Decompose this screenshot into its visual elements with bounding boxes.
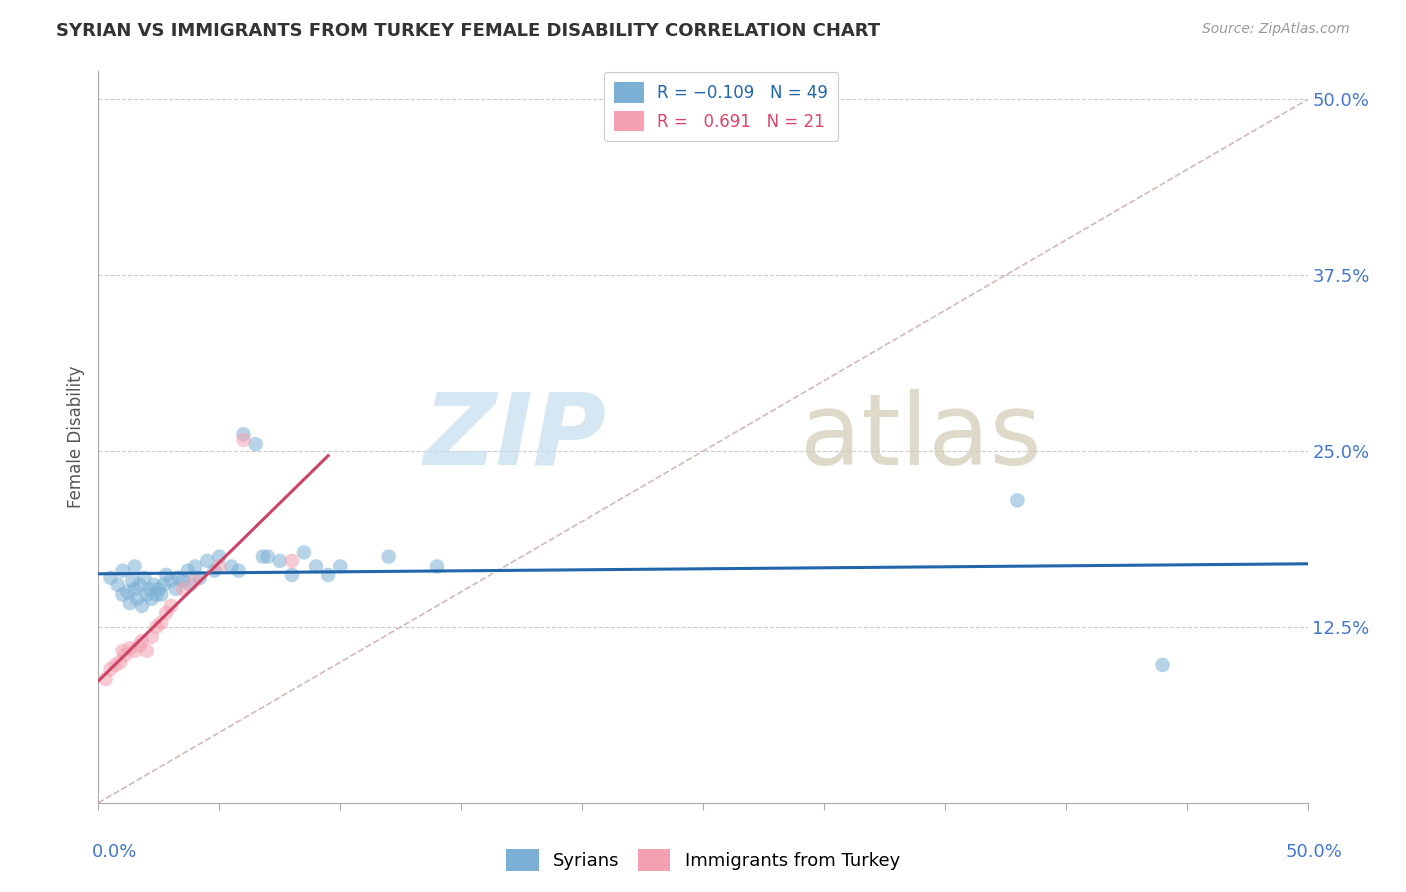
Point xyxy=(179,578,201,592)
Point xyxy=(145,620,167,634)
Point xyxy=(155,606,177,620)
Point xyxy=(305,559,328,574)
Point xyxy=(135,588,157,602)
Point xyxy=(148,582,170,596)
Point xyxy=(141,591,163,606)
Point xyxy=(188,571,211,585)
Point xyxy=(124,644,146,658)
Point xyxy=(134,571,156,585)
Point xyxy=(1007,493,1029,508)
Point xyxy=(208,549,231,564)
Text: 0.0%: 0.0% xyxy=(91,843,136,861)
Point xyxy=(172,582,194,596)
Point xyxy=(160,599,183,613)
Point xyxy=(281,568,304,582)
Point xyxy=(426,559,449,574)
Point xyxy=(127,591,149,606)
Point xyxy=(107,578,129,592)
Point xyxy=(118,596,141,610)
Text: SYRIAN VS IMMIGRANTS FROM TURKEY FEMALE DISABILITY CORRELATION CHART: SYRIAN VS IMMIGRANTS FROM TURKEY FEMALE … xyxy=(56,22,880,40)
Point xyxy=(111,564,134,578)
Point xyxy=(117,584,139,599)
Point xyxy=(316,568,339,582)
Point xyxy=(177,564,200,578)
Point xyxy=(121,574,143,588)
Legend: R = −0.109   N = 49, R =   0.691   N = 21: R = −0.109 N = 49, R = 0.691 N = 21 xyxy=(605,72,838,141)
Point xyxy=(131,634,153,648)
Point xyxy=(111,644,134,658)
Point xyxy=(145,588,167,602)
Y-axis label: Female Disability: Female Disability xyxy=(66,366,84,508)
Point xyxy=(100,571,122,585)
Point xyxy=(184,574,207,588)
Point xyxy=(252,549,274,564)
Point xyxy=(124,582,146,596)
Point xyxy=(124,559,146,574)
Point xyxy=(135,644,157,658)
Point xyxy=(228,564,250,578)
Point xyxy=(111,588,134,602)
Point xyxy=(128,578,150,592)
Point xyxy=(377,549,399,564)
Point xyxy=(1152,657,1174,672)
Point xyxy=(104,657,127,672)
Point xyxy=(245,437,267,451)
Point xyxy=(150,588,173,602)
Point xyxy=(195,554,218,568)
Point xyxy=(100,662,122,676)
Point xyxy=(108,655,131,669)
Point xyxy=(232,427,254,442)
Text: 50.0%: 50.0% xyxy=(1286,843,1343,861)
Point xyxy=(269,554,291,568)
Point xyxy=(160,574,183,588)
Point xyxy=(329,559,352,574)
Point xyxy=(152,578,174,592)
Point xyxy=(143,578,166,592)
Point xyxy=(232,433,254,447)
Point xyxy=(141,630,163,644)
Point xyxy=(221,559,243,574)
Text: ZIP: ZIP xyxy=(423,389,606,485)
Point xyxy=(155,568,177,582)
Point xyxy=(118,641,141,656)
Point xyxy=(167,571,190,585)
Legend: Syrians, Immigrants from Turkey: Syrians, Immigrants from Turkey xyxy=(499,842,907,879)
Point xyxy=(114,648,136,662)
Point xyxy=(292,545,315,559)
Point xyxy=(281,554,304,568)
Point xyxy=(94,672,117,686)
Point xyxy=(131,599,153,613)
Point xyxy=(165,582,187,596)
Point xyxy=(172,574,194,588)
Point xyxy=(208,559,231,574)
Point xyxy=(204,564,226,578)
Point xyxy=(256,549,278,564)
Point xyxy=(150,615,173,630)
Point xyxy=(128,638,150,652)
Point xyxy=(138,582,160,596)
Text: atlas: atlas xyxy=(800,389,1042,485)
Point xyxy=(184,559,207,574)
Text: Source: ZipAtlas.com: Source: ZipAtlas.com xyxy=(1202,22,1350,37)
